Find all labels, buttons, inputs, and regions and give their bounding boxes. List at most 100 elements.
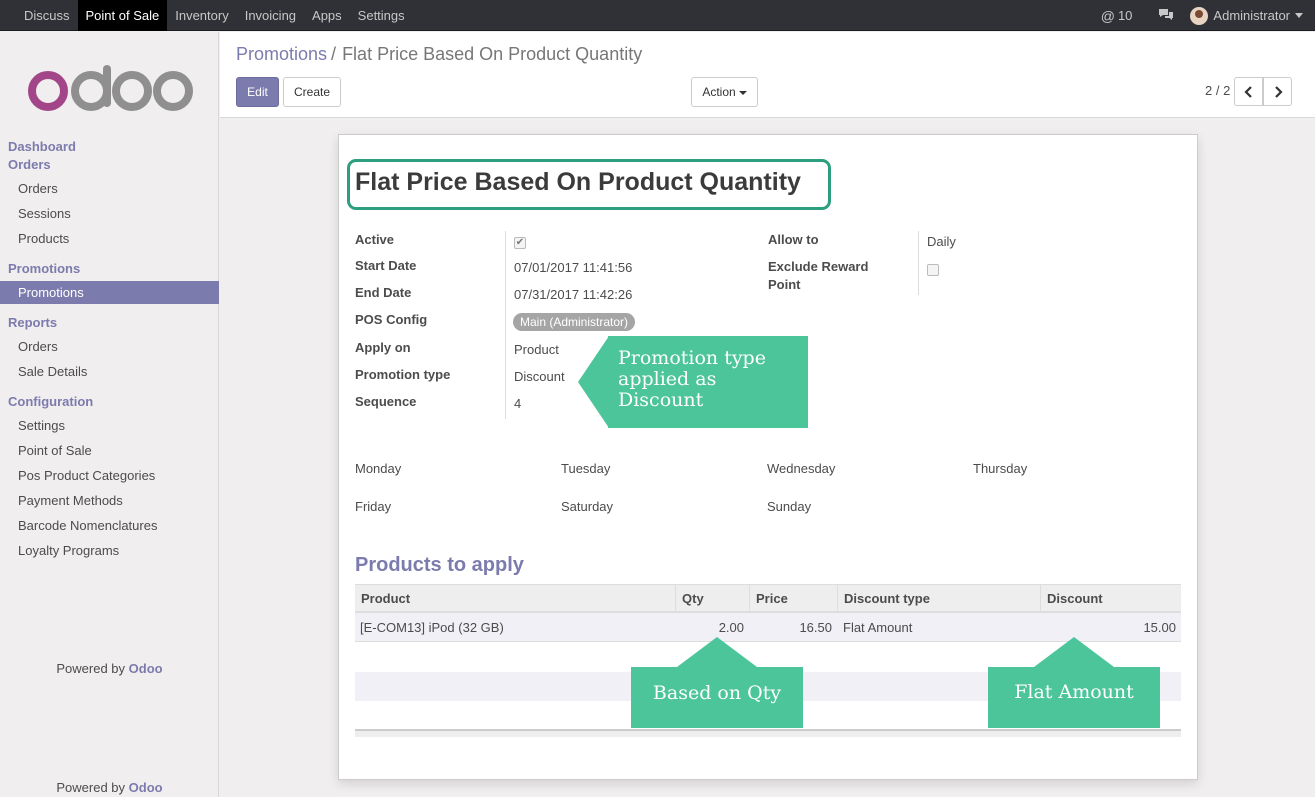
mention-count: 10 xyxy=(1117,8,1133,23)
table-header: Product Qty Price Discount type Discount xyxy=(355,584,1181,613)
label-end-date: End Date xyxy=(355,285,412,300)
cell-discount-type: Flat Amount xyxy=(843,620,913,635)
sidebar-item-loyalty-programs[interactable]: Loyalty Programs xyxy=(18,543,120,558)
sidebar-head-dashboard[interactable]: Dashboard xyxy=(8,139,76,154)
user-name[interactable]: Administrator xyxy=(1213,8,1290,23)
menu-discuss[interactable]: Discuss xyxy=(24,8,70,23)
label-sequence: Sequence xyxy=(355,394,417,409)
label-active: Active xyxy=(355,232,395,247)
day-friday: Friday xyxy=(355,499,392,514)
chat-icon[interactable] xyxy=(1158,8,1174,24)
column-product[interactable]: Product xyxy=(361,591,411,606)
column-discount[interactable]: Discount xyxy=(1040,585,1181,612)
label-exclude-reward-point-line2: Point xyxy=(768,277,801,292)
sidebar-item-sale-details[interactable]: Sale Details xyxy=(18,364,88,379)
day-monday: Monday xyxy=(355,461,402,476)
menu-settings[interactable]: Settings xyxy=(357,8,405,23)
end-date-value: 07/31/2017 11:42:26 xyxy=(514,287,633,302)
powered-prefix: Powered by xyxy=(56,661,126,676)
day-sunday: Sunday xyxy=(767,499,812,514)
chevron-down-icon xyxy=(738,90,747,95)
field-divider xyxy=(918,231,919,295)
menu-inventory[interactable]: Inventory xyxy=(175,8,229,23)
day-tuesday: Tuesday xyxy=(561,461,611,476)
systray: @ 10 Administrator xyxy=(1101,0,1303,31)
label-pos-config: POS Config xyxy=(355,312,428,327)
table-row[interactable]: [E-COM13] iPod (32 GB) 2.00 16.50 Flat A… xyxy=(355,613,1181,642)
title-highlight-box xyxy=(347,159,831,210)
callout-pointer xyxy=(677,637,757,667)
pos-config-tag[interactable]: Main (Administrator) xyxy=(513,313,636,331)
breadcrumb: Promotions / Flat Price Based On Product Q… xyxy=(236,44,642,65)
sidebar-item-orders[interactable]: Orders xyxy=(18,181,58,196)
powered-brand-link[interactable]: Odoo xyxy=(128,780,163,795)
action-label: Action xyxy=(702,85,736,99)
sidebar-item-pos-product-categories[interactable]: Pos Product Categories xyxy=(18,468,156,483)
sidebar-head-promotions[interactable]: Promotions xyxy=(8,261,81,276)
callout-line: Promotion type xyxy=(618,347,766,369)
breadcrumb-current: Flat Price Based On Product Quantity xyxy=(342,44,643,64)
cell-price: 16.50 xyxy=(799,620,832,635)
sidebar-item-products[interactable]: Products xyxy=(18,231,70,246)
label-start-date: Start Date xyxy=(355,258,417,273)
pager-previous-button[interactable] xyxy=(1234,77,1263,106)
pager-next-button[interactable] xyxy=(1263,77,1292,106)
sidebar-head-reports[interactable]: Reports xyxy=(8,315,58,330)
sidebar-item-point-of-sale[interactable]: Point of Sale xyxy=(18,443,92,458)
top-navbar: Discuss Point of Sale Inventory Invoicin… xyxy=(0,0,1315,31)
sidebar-item-settings[interactable]: Settings xyxy=(18,418,65,433)
pager-value[interactable]: 2 / 2 xyxy=(1205,83,1231,98)
day-saturday: Saturday xyxy=(561,499,614,514)
day-wednesday: Wednesday xyxy=(767,461,836,476)
record-title: Flat Price Based On Product Quantity xyxy=(355,168,801,196)
action-dropdown[interactable]: Action xyxy=(691,77,758,107)
powered-by: Powered by Odoo xyxy=(0,661,219,676)
qty-callout: Based on Qty xyxy=(631,667,803,728)
sidebar-item-promotions[interactable]: Promotions xyxy=(0,281,219,304)
column-qty[interactable]: Qty xyxy=(675,585,749,612)
field-divider xyxy=(505,231,506,419)
callout-line: applied as xyxy=(618,368,717,390)
promotion-type-callout: Promotion type applied as Discount xyxy=(608,336,808,428)
callout-line: Discount xyxy=(618,389,704,411)
powered-by-footer: Powered by Odoo xyxy=(0,780,219,795)
start-date-value: 07/01/2017 11:41:56 xyxy=(514,260,633,275)
label-allow-to: Allow to xyxy=(768,232,819,247)
sidebar-head-configuration[interactable]: Configuration xyxy=(8,394,94,409)
label-apply-on: Apply on xyxy=(355,340,411,355)
cell-product: [E-COM13] iPod (32 GB) xyxy=(360,620,504,635)
flat-amount-callout: Flat Amount xyxy=(988,667,1160,728)
callout-pointer xyxy=(1034,637,1114,667)
sidebar-item-sessions[interactable]: Sessions xyxy=(18,206,71,221)
create-button[interactable]: Create xyxy=(283,77,341,107)
chevron-right-icon xyxy=(1274,85,1283,98)
at-icon: @ xyxy=(1100,7,1115,24)
sidebar: Dashboard Orders Orders Sessions Product… xyxy=(0,32,219,797)
cell-qty: 2.00 xyxy=(718,620,744,635)
column-price[interactable]: Price xyxy=(749,585,837,612)
menu-point-of-sale[interactable]: Point of Sale xyxy=(77,0,168,31)
user-avatar[interactable] xyxy=(1190,6,1209,25)
label-exclude-reward-point-line1: Exclude Reward xyxy=(768,259,869,274)
cell-discount: 15.00 xyxy=(1143,620,1176,635)
edit-button[interactable]: Edit xyxy=(236,77,279,107)
chevron-down-icon[interactable] xyxy=(1295,13,1303,18)
app-menu: Discuss Point of Sale Inventory Invoicin… xyxy=(16,0,413,31)
mentions-counter[interactable]: @ 10 xyxy=(1101,8,1133,24)
powered-prefix: Powered by xyxy=(56,780,126,795)
sidebar-head-orders[interactable]: Orders xyxy=(8,157,51,172)
allow-to-value: Daily xyxy=(927,234,956,249)
powered-brand-link[interactable]: Odoo xyxy=(128,661,163,676)
column-discount-type[interactable]: Discount type xyxy=(837,585,1040,612)
sidebar-item-payment-methods[interactable]: Payment Methods xyxy=(18,493,123,508)
menu-apps[interactable]: Apps xyxy=(312,8,342,23)
promotion-type-value: Discount xyxy=(514,369,565,384)
day-thursday: Thursday xyxy=(973,461,1028,476)
active-checkbox[interactable]: ✔ xyxy=(514,237,526,249)
sidebar-item-report-orders[interactable]: Orders xyxy=(18,339,58,354)
breadcrumb-promotions-link[interactable]: Promotions xyxy=(236,44,328,64)
menu-invoicing[interactable]: Invoicing xyxy=(244,8,297,23)
exclude-reward-checkbox[interactable] xyxy=(927,264,939,276)
sidebar-item-barcode-nomenclatures[interactable]: Barcode Nomenclatures xyxy=(18,518,158,533)
chevron-left-icon xyxy=(1243,85,1252,98)
